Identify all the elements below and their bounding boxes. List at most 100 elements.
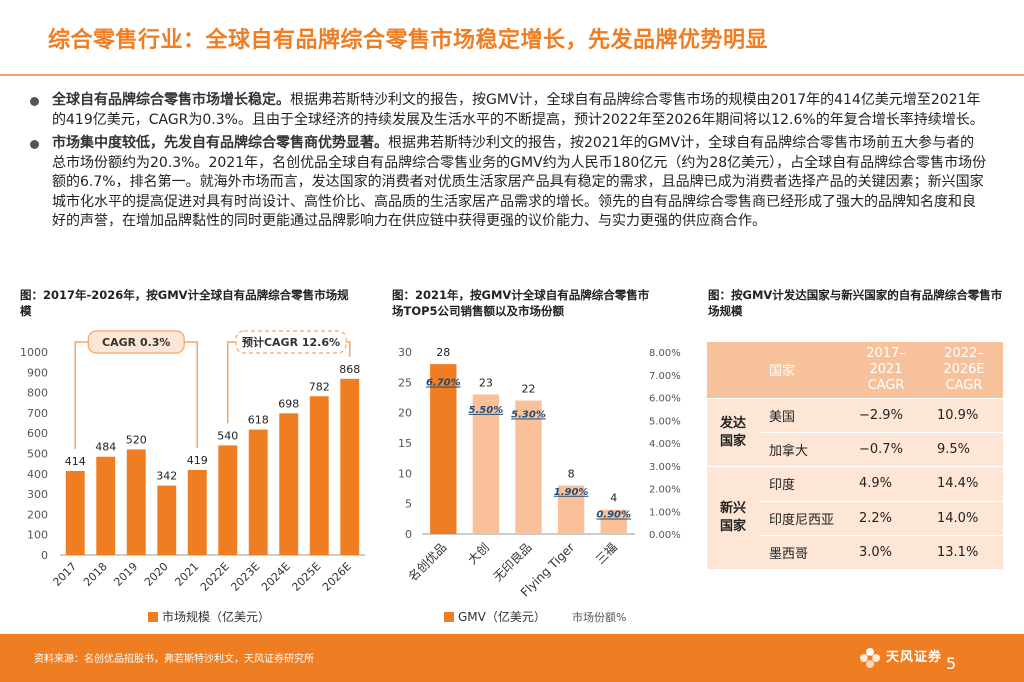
y-tick-label: 1000 [20, 346, 48, 359]
x-tick-label: 2025E [289, 560, 323, 594]
bullet-text: 根据弗若斯特沙利文的报告，按2021年的GMV计，全球自有品牌综合零售市场前五大… [52, 135, 987, 229]
y-tick-label: 200 [27, 508, 48, 521]
top5-companies-bar-chart: 0 5 10 15 20 25 30 0.00% 1.00% 2.00% 3.00% 4.00% 5.0… [398, 346, 681, 624]
bar [65, 470, 85, 555]
bar [96, 456, 116, 555]
bar [248, 429, 268, 555]
y2-tick-label: 2.00% [649, 485, 681, 496]
bar-value-label: 419 [187, 454, 208, 467]
y2-tick-label: 5.00% [649, 416, 681, 427]
bar [557, 485, 585, 534]
table-cell-country: 加拿大 [759, 432, 847, 468]
bar-value-label: 28 [436, 346, 450, 359]
table-cell-cagr1: 2.2% [847, 501, 925, 536]
bar-value-label: 782 [309, 380, 330, 393]
page-number: 5 [946, 654, 957, 673]
bullet-dot-icon [30, 140, 39, 149]
y2-tick-label: 4.00% [649, 439, 681, 450]
legend-label: GMV（亿美元） [458, 609, 546, 624]
header-line: 2026E [943, 361, 985, 377]
brand-logo: 天风证券 [858, 644, 948, 676]
y-tick-label: 900 [27, 366, 48, 379]
bar [430, 364, 457, 534]
share-label: 6.70% [426, 378, 461, 389]
bar-value-label: 23 [479, 376, 493, 389]
group-emerging: 新兴 国家 [707, 466, 759, 570]
table-cell-cagr1: 4.9% [847, 466, 925, 502]
x-tick-label: 2026E [320, 560, 354, 594]
x-tick-label: 名创优品 [405, 540, 450, 585]
legend-label: 市场规模（亿美元） [162, 609, 270, 624]
table-row: 印度尼西亚 2.2% 14.0% [707, 501, 1003, 536]
table-cell-cagr2: 14.4% [925, 466, 1003, 502]
bullet-lead: 市场集中度较低，先发自有品牌综合零售商优势显著。 [52, 135, 388, 151]
forecast-cagr-label: 预计CAGR 12.6% [242, 335, 340, 349]
x-tick-label: 2018 [81, 560, 110, 589]
header-line: CAGR [867, 377, 905, 393]
y-tick-label: 0 [41, 549, 48, 562]
table-cell-country: 印度尼西亚 [759, 501, 847, 536]
bar-value-label: 540 [217, 429, 238, 442]
x-tick-label: 2020 [142, 560, 171, 589]
share-label: 5.30% [511, 409, 546, 420]
bar [515, 400, 542, 534]
table-caption: 图：按GMV计发达国家与新兴国家的自有品牌综合零售市场规模 [708, 288, 1003, 318]
x-tick-label: 2019 [111, 560, 140, 589]
cagr-label: CAGR 0.3% [102, 336, 170, 349]
header-line: 2022– [944, 345, 984, 361]
bar-value-label: 414 [65, 455, 86, 468]
bullet-lead: 全球自有品牌综合零售市场增长稳定。 [52, 92, 290, 108]
title-divider [0, 74, 1024, 76]
bar [157, 485, 177, 555]
table-cell-cagr2: 14.0% [925, 501, 1003, 536]
legend-label: 市场份额% [572, 610, 626, 624]
y2-tick-label: 7.00% [649, 371, 681, 382]
y-tick-label: 700 [27, 407, 48, 420]
y-tick-label: 30 [398, 346, 412, 359]
y-tick-label: 300 [27, 488, 48, 501]
bar-value-label: 4 [610, 492, 617, 505]
x-tick-label: 大创 [465, 540, 492, 567]
y-tick-label: 15 [398, 437, 412, 450]
bar-value-label: 618 [248, 414, 269, 427]
bar-value-label: 8 [568, 467, 575, 480]
table-cell-cagr2: 13.1% [925, 535, 1003, 571]
group-line: 新兴 [719, 501, 746, 517]
table-cell-country: 美国 [759, 398, 847, 434]
x-tick-label: 无印良品 [490, 540, 535, 585]
bar-value-label: 868 [339, 363, 360, 376]
header-cagr-2022-2026: 2022– 2026E CAGR [925, 342, 1003, 399]
x-tick-label: 三福 [592, 540, 620, 568]
bar [600, 509, 627, 534]
forecast-bracket [227, 341, 351, 424]
bar-value-label: 520 [126, 433, 147, 446]
table-cell-cagr1: −2.9% [847, 398, 925, 434]
y-tick-label: 10 [398, 467, 412, 480]
y2-tick-label: 3.00% [649, 462, 681, 473]
header-cagr-2017-2021: 2017– 2021 CAGR [847, 342, 925, 399]
x-tick-label: 2022E [198, 560, 232, 594]
share-label: 5.50% [469, 405, 504, 416]
bar-value-label: 484 [95, 441, 116, 454]
cagr-badge [87, 330, 185, 354]
source-note: 资料来源：名创优品招股书，弗若斯特沙利文，天风证券研究所 [34, 654, 314, 665]
share-label: 0.90% [596, 510, 631, 521]
bar [218, 445, 238, 555]
chart1-caption: 图：2017年-2026年，按GMV计全球自有品牌综合零售市场规模 [20, 288, 349, 318]
y-tick-label: 500 [27, 448, 48, 461]
bar-value-label: 22 [522, 383, 536, 396]
table-cell-cagr1: −0.7% [847, 432, 925, 468]
bar-value-label: 342 [156, 470, 177, 483]
y-tick-label: 25 [398, 376, 412, 389]
bar [126, 449, 146, 555]
table-cell-cagr1: 3.0% [847, 535, 925, 571]
x-tick-label: 2017 [50, 560, 79, 589]
header-line: 2021 [869, 361, 903, 377]
header-blank-cell [707, 342, 759, 399]
bullet-item: 全球自有品牌综合零售市场增长稳定。根据弗若斯特沙利文的报告，按GMV计，全球自有… [28, 91, 988, 130]
table-row: 加拿大 −0.7% 9.5% [707, 432, 1003, 468]
y2-tick-label: 6.00% [649, 394, 681, 405]
table-row: 新兴 国家 印度 4.9% 14.4% [707, 466, 1003, 570]
logo-text: 天风证券 [886, 650, 943, 665]
